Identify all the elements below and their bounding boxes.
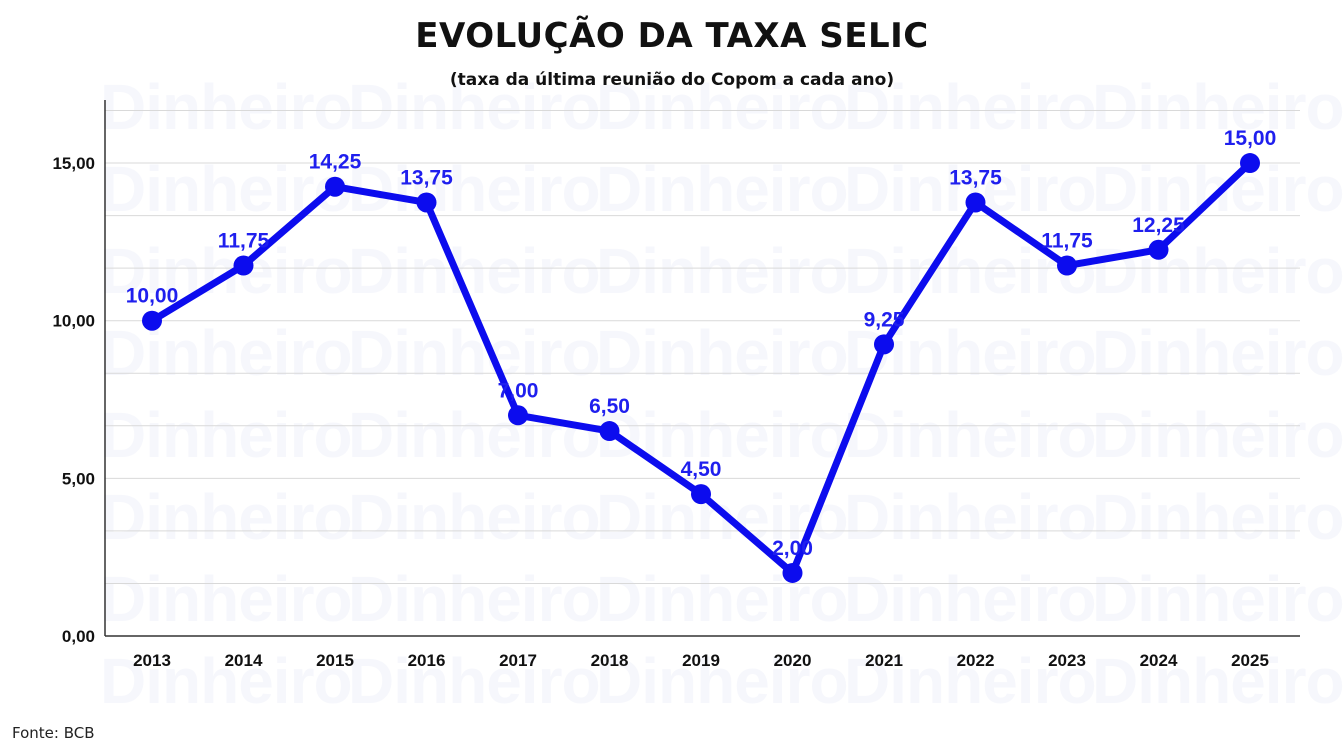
data-label: 2,00 — [772, 537, 813, 560]
data-label: 4,50 — [681, 458, 722, 481]
x-tick-label: 2014 — [225, 651, 263, 670]
data-point — [1148, 239, 1169, 260]
data-label: 12,25 — [1132, 214, 1185, 237]
data-point — [965, 192, 986, 213]
x-tick-label: 2017 — [499, 651, 537, 670]
x-tick-label: 2015 — [316, 651, 354, 670]
chart-subtitle: (taxa da última reunião do Copom a cada … — [449, 70, 895, 90]
x-tick-label: 2018 — [591, 651, 629, 670]
y-tick-label: 10,00 — [52, 312, 95, 331]
data-label: 11,75 — [1041, 230, 1093, 253]
data-label: 9,25 — [864, 308, 905, 331]
x-tick-label: 2023 — [1048, 651, 1086, 670]
data-label: 13,75 — [949, 166, 1002, 189]
selic-series — [142, 153, 1260, 583]
source-note: Fonte: BCB — [12, 724, 95, 742]
data-point — [1240, 153, 1260, 174]
x-tick-label: 2019 — [682, 651, 720, 670]
data-point — [416, 192, 437, 213]
data-point — [691, 484, 711, 505]
data-point — [508, 405, 528, 426]
data-label: 6,50 — [589, 395, 630, 418]
data-point — [599, 421, 620, 442]
x-tick-label: 2020 — [774, 651, 812, 670]
y-tick-label: 0,00 — [62, 627, 95, 646]
x-tick-label: 2016 — [408, 651, 446, 670]
data-labels: 10,00 11,75 14,25 13,75 7,00 6,50 4,50 2,00 9,25… — [126, 127, 1277, 560]
x-tick-label: 2013 — [133, 651, 171, 670]
chart-title: EVOLUÇÃO DA TAXA SELIC — [415, 16, 929, 56]
data-point — [142, 310, 162, 331]
y-tick-label: 5,00 — [62, 469, 95, 488]
data-label: 10,00 — [126, 285, 179, 308]
x-axis-ticks: 2013 2014 2015 2016 2017 2018 2019 2020 2021 2022… — [133, 651, 1269, 670]
x-tick-label: 2024 — [1140, 651, 1178, 670]
series-line — [148, 159, 1254, 577]
y-axis-ticks: 0,00 5,00 10,00 15,00 — [52, 154, 95, 646]
data-label: 11,75 — [218, 230, 270, 253]
gridlines — [105, 110, 1300, 637]
y-tick-label: 15,00 — [52, 154, 95, 173]
x-tick-label: 2021 — [865, 651, 903, 670]
x-tick-label: 2025 — [1231, 651, 1269, 670]
data-label: 14,25 — [309, 151, 362, 174]
data-label: 13,75 — [400, 166, 453, 189]
x-tick-label: 2022 — [957, 651, 995, 670]
data-point — [874, 334, 894, 355]
data-point — [325, 176, 345, 197]
data-point — [1057, 255, 1077, 276]
data-label: 15,00 — [1224, 127, 1277, 150]
data-point — [782, 562, 803, 583]
data-label: 7,00 — [498, 379, 539, 402]
data-point — [233, 255, 254, 276]
axes — [104, 100, 1300, 637]
